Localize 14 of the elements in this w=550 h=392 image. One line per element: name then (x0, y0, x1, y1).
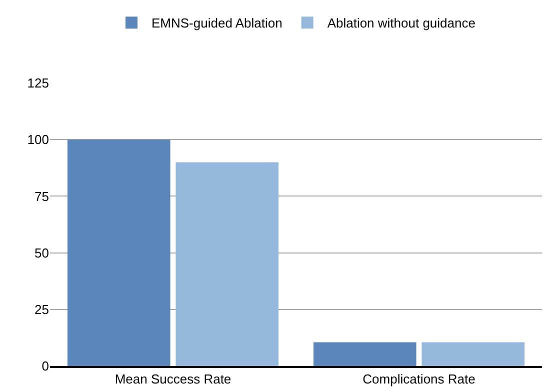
y-tick-label: 50 (34, 245, 49, 260)
bar (67, 140, 170, 366)
x-tick-label: Complications Rate (362, 371, 476, 386)
y-tick-label: 75 (34, 188, 49, 204)
y-tick-label: 100 (27, 132, 49, 148)
y-tick-label: 25 (34, 302, 49, 317)
bar (313, 342, 416, 366)
y-tick-label: 125 (27, 76, 49, 91)
legend-label: EMNS-guided Ablation (152, 16, 282, 31)
bar (176, 162, 279, 366)
y-tick-label: 0 (42, 358, 49, 374)
bar (422, 342, 525, 366)
legend-label: Ablation without guidance (327, 16, 476, 31)
x-tick-label: Mean Success Rate (114, 371, 232, 386)
